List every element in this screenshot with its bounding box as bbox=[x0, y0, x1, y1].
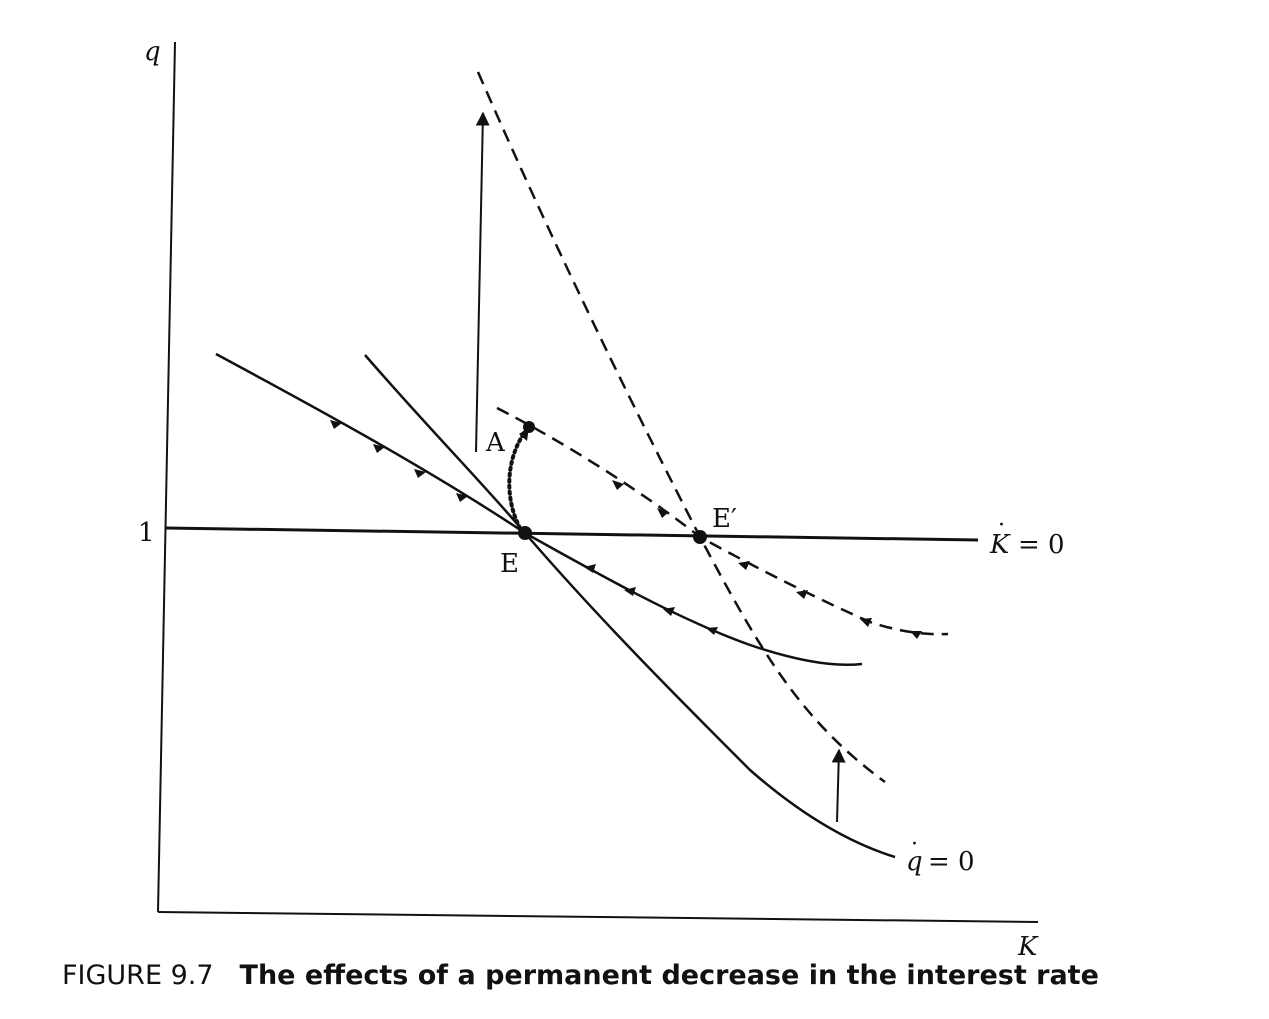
label-E-prime: E′ bbox=[712, 504, 737, 534]
new-saddle-path-arrows bbox=[612, 480, 922, 639]
new-saddle-arrow-6 bbox=[910, 631, 922, 639]
new-saddle-arrow-3 bbox=[738, 561, 750, 570]
k-dot-rhs: = 0 bbox=[1018, 530, 1065, 560]
saddle-arrow-1 bbox=[330, 420, 342, 429]
new-saddle-arrow-5 bbox=[860, 618, 872, 627]
q-dot-zero-label: q · = 0 bbox=[906, 832, 975, 877]
q-dot-symbol: q bbox=[906, 847, 923, 877]
jump-path-dotted bbox=[507, 430, 527, 530]
figure-number: FIGURE 9.7 bbox=[62, 960, 214, 991]
k-dot-symbol: K bbox=[989, 530, 1011, 560]
k-dot-dot: · bbox=[998, 513, 1005, 538]
saddle-path-new bbox=[496, 406, 949, 636]
new-q-dot-zero-locus bbox=[476, 71, 886, 784]
saddle-arrow-8 bbox=[706, 627, 718, 635]
y-tick-label: 1 bbox=[138, 518, 155, 548]
k-dot-zero-locus bbox=[165, 526, 979, 542]
x-axis bbox=[157, 911, 1039, 923]
figure-title: The effects of a permanent decrease in t… bbox=[239, 960, 1099, 991]
saddle-arrow-3 bbox=[414, 469, 426, 478]
saddle-arrow-6 bbox=[624, 587, 636, 596]
new-saddle-arrow-2 bbox=[657, 508, 669, 518]
shift-arrow-up-large bbox=[475, 111, 490, 453]
point-E bbox=[518, 526, 532, 540]
point-A bbox=[523, 421, 535, 433]
k-dot-zero-label: K · = 0 bbox=[989, 513, 1065, 560]
saddle-arrow-4 bbox=[456, 493, 468, 502]
y-axis-label: q bbox=[144, 37, 161, 67]
shift-arrow-up-small bbox=[831, 748, 846, 823]
y-axis bbox=[157, 41, 176, 913]
x-axis-label: K bbox=[1017, 932, 1039, 962]
point-E-prime bbox=[693, 530, 707, 544]
saddle-arrow-2 bbox=[373, 444, 385, 453]
label-A: A bbox=[485, 428, 506, 458]
saddle-arrow-7 bbox=[663, 607, 675, 616]
q-dot-zero-locus bbox=[364, 354, 896, 859]
new-saddle-arrow-1 bbox=[612, 480, 624, 490]
q-dot-rhs: = 0 bbox=[928, 847, 975, 877]
new-saddle-arrow-4 bbox=[796, 590, 808, 599]
label-E: E bbox=[500, 549, 519, 579]
saddle-path-original bbox=[215, 352, 863, 667]
saddle-arrow-5 bbox=[584, 564, 596, 573]
saddle-path-arrows bbox=[330, 420, 718, 635]
figure-caption: FIGURE 9.7 The effects of a permanent dec… bbox=[62, 960, 1099, 991]
q-dot-dot: · bbox=[911, 832, 918, 857]
